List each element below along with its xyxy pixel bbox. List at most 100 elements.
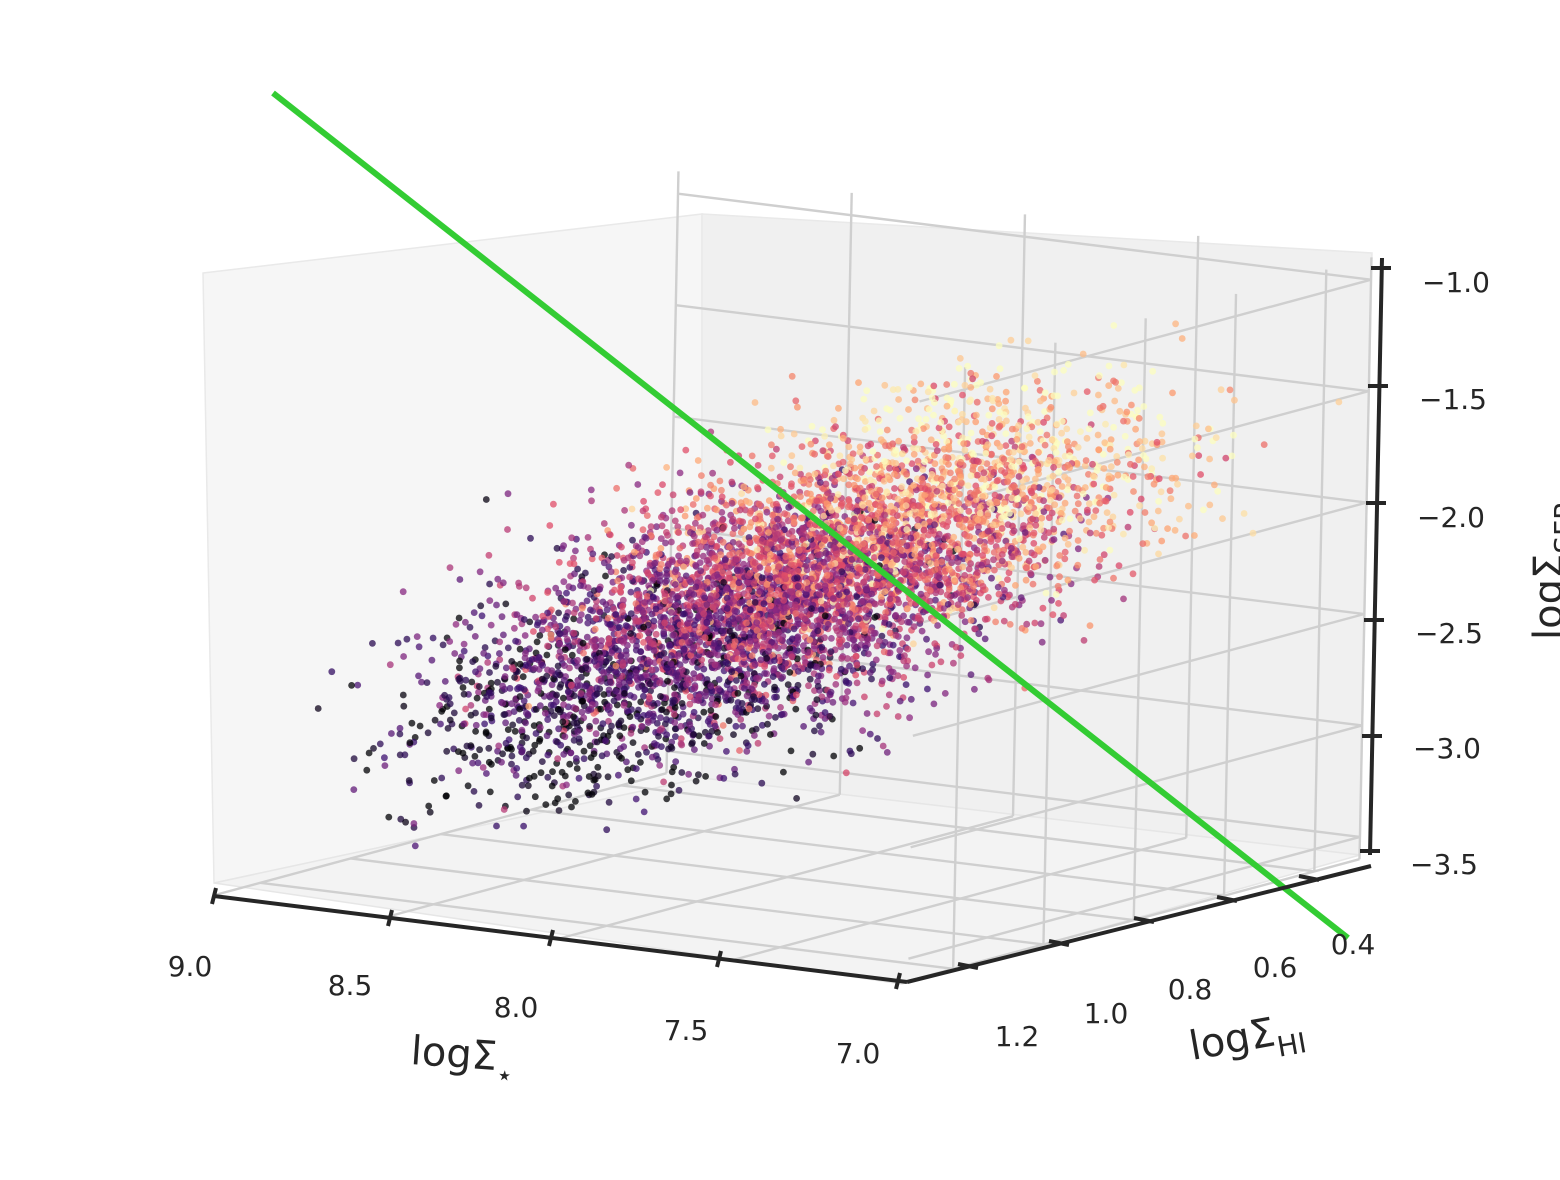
scatter-point — [898, 618, 905, 626]
scatter-point — [849, 699, 857, 707]
scatter-point — [846, 747, 854, 755]
scatter-point — [754, 739, 762, 747]
scatter-point — [925, 531, 932, 539]
scatter-point — [500, 806, 508, 813]
scatter-point — [946, 607, 953, 615]
scatter-point — [806, 675, 814, 683]
scatter-point — [835, 470, 842, 478]
scatter-point — [637, 648, 644, 655]
scatter-point — [443, 747, 451, 755]
scatter-point — [555, 589, 563, 597]
scatter-point — [396, 730, 404, 738]
scatter-point — [1114, 471, 1122, 479]
scatter-point — [1051, 368, 1058, 376]
scatter-point — [1055, 494, 1063, 501]
scatter-point — [1156, 413, 1164, 421]
scatter-point — [544, 716, 552, 723]
scatter-point — [522, 650, 529, 657]
scatter-point — [708, 695, 716, 703]
scatter-point — [775, 563, 783, 571]
scatter-point — [677, 735, 685, 742]
scatter-point — [829, 698, 837, 706]
scatter-point — [637, 759, 644, 766]
scatter-point — [637, 698, 645, 706]
scatter-point — [620, 679, 628, 686]
scatter-point — [692, 495, 700, 502]
scatter-point — [978, 532, 986, 539]
scatter-point — [800, 723, 807, 730]
scatter-point — [438, 708, 446, 715]
scatter-point — [735, 584, 743, 592]
scatter-point — [852, 622, 860, 630]
scatter-point — [570, 629, 578, 637]
scatter-point — [903, 662, 910, 670]
scatter-point — [700, 740, 708, 747]
scatter-point — [705, 651, 713, 658]
scatter-point — [668, 538, 675, 546]
scatter-point — [979, 493, 986, 500]
scatter-point — [1074, 500, 1082, 508]
scatter-point — [676, 544, 684, 552]
scatter-point — [772, 524, 780, 531]
scatter-point — [1174, 480, 1181, 488]
scatter-point — [911, 502, 918, 510]
scatter-point — [843, 641, 851, 649]
scatter-point — [1008, 494, 1016, 502]
scatter-point — [566, 760, 574, 768]
scatter-point — [979, 428, 986, 436]
scatter-point — [846, 662, 853, 670]
scatter-point — [845, 497, 853, 505]
scatter-point — [648, 666, 656, 674]
scatter-point — [900, 657, 908, 665]
scatter-point — [950, 494, 958, 502]
scatter-point — [745, 534, 753, 541]
scatter-point — [633, 642, 640, 650]
scatter-point — [687, 596, 694, 603]
scatter-point — [1100, 524, 1107, 532]
scatter-point — [1098, 531, 1106, 539]
scatter-point — [1000, 411, 1008, 418]
scatter-point — [879, 742, 887, 750]
scatter-point — [584, 534, 592, 541]
scatter-point — [615, 771, 622, 779]
scatter-point — [1113, 453, 1121, 460]
scatter-point — [998, 557, 1006, 565]
scatter-point — [967, 369, 975, 377]
scatter-point — [744, 486, 752, 494]
scatter-point — [620, 628, 627, 636]
scatter-point — [1050, 525, 1058, 533]
scatter-point — [677, 506, 685, 514]
scatter-point — [689, 658, 696, 666]
scatter-point — [765, 529, 772, 536]
scatter-point — [743, 692, 751, 700]
scatter-point — [833, 673, 840, 680]
scatter-point — [1100, 465, 1108, 472]
scatter-point — [1148, 519, 1155, 527]
scatter-point — [483, 770, 490, 777]
scatter-point — [955, 365, 963, 372]
scatter-point — [1120, 473, 1128, 481]
scatter-point — [570, 554, 577, 562]
scatter-point — [1086, 622, 1094, 629]
scatter-point — [815, 534, 822, 541]
grid-line — [440, 832, 1134, 922]
scatter-point — [444, 725, 452, 732]
scatter-point — [714, 645, 722, 653]
scatter-point — [580, 747, 588, 755]
scatter-point — [597, 642, 605, 650]
scatter-point — [354, 681, 362, 689]
scatter-point — [555, 807, 563, 814]
scatter-point — [1006, 509, 1013, 517]
scatter-point — [932, 596, 939, 604]
scatter-point — [932, 651, 939, 658]
scatter-point — [1041, 408, 1048, 415]
scatter-point — [529, 747, 537, 755]
scatter-point — [502, 664, 510, 672]
scatter-point — [629, 636, 636, 644]
scatter-point — [906, 714, 913, 722]
scatter-point — [919, 572, 927, 580]
scatter-point — [920, 526, 928, 534]
scatter-point — [1085, 425, 1093, 433]
scatter-point — [853, 540, 860, 548]
scatter-point — [889, 539, 897, 546]
